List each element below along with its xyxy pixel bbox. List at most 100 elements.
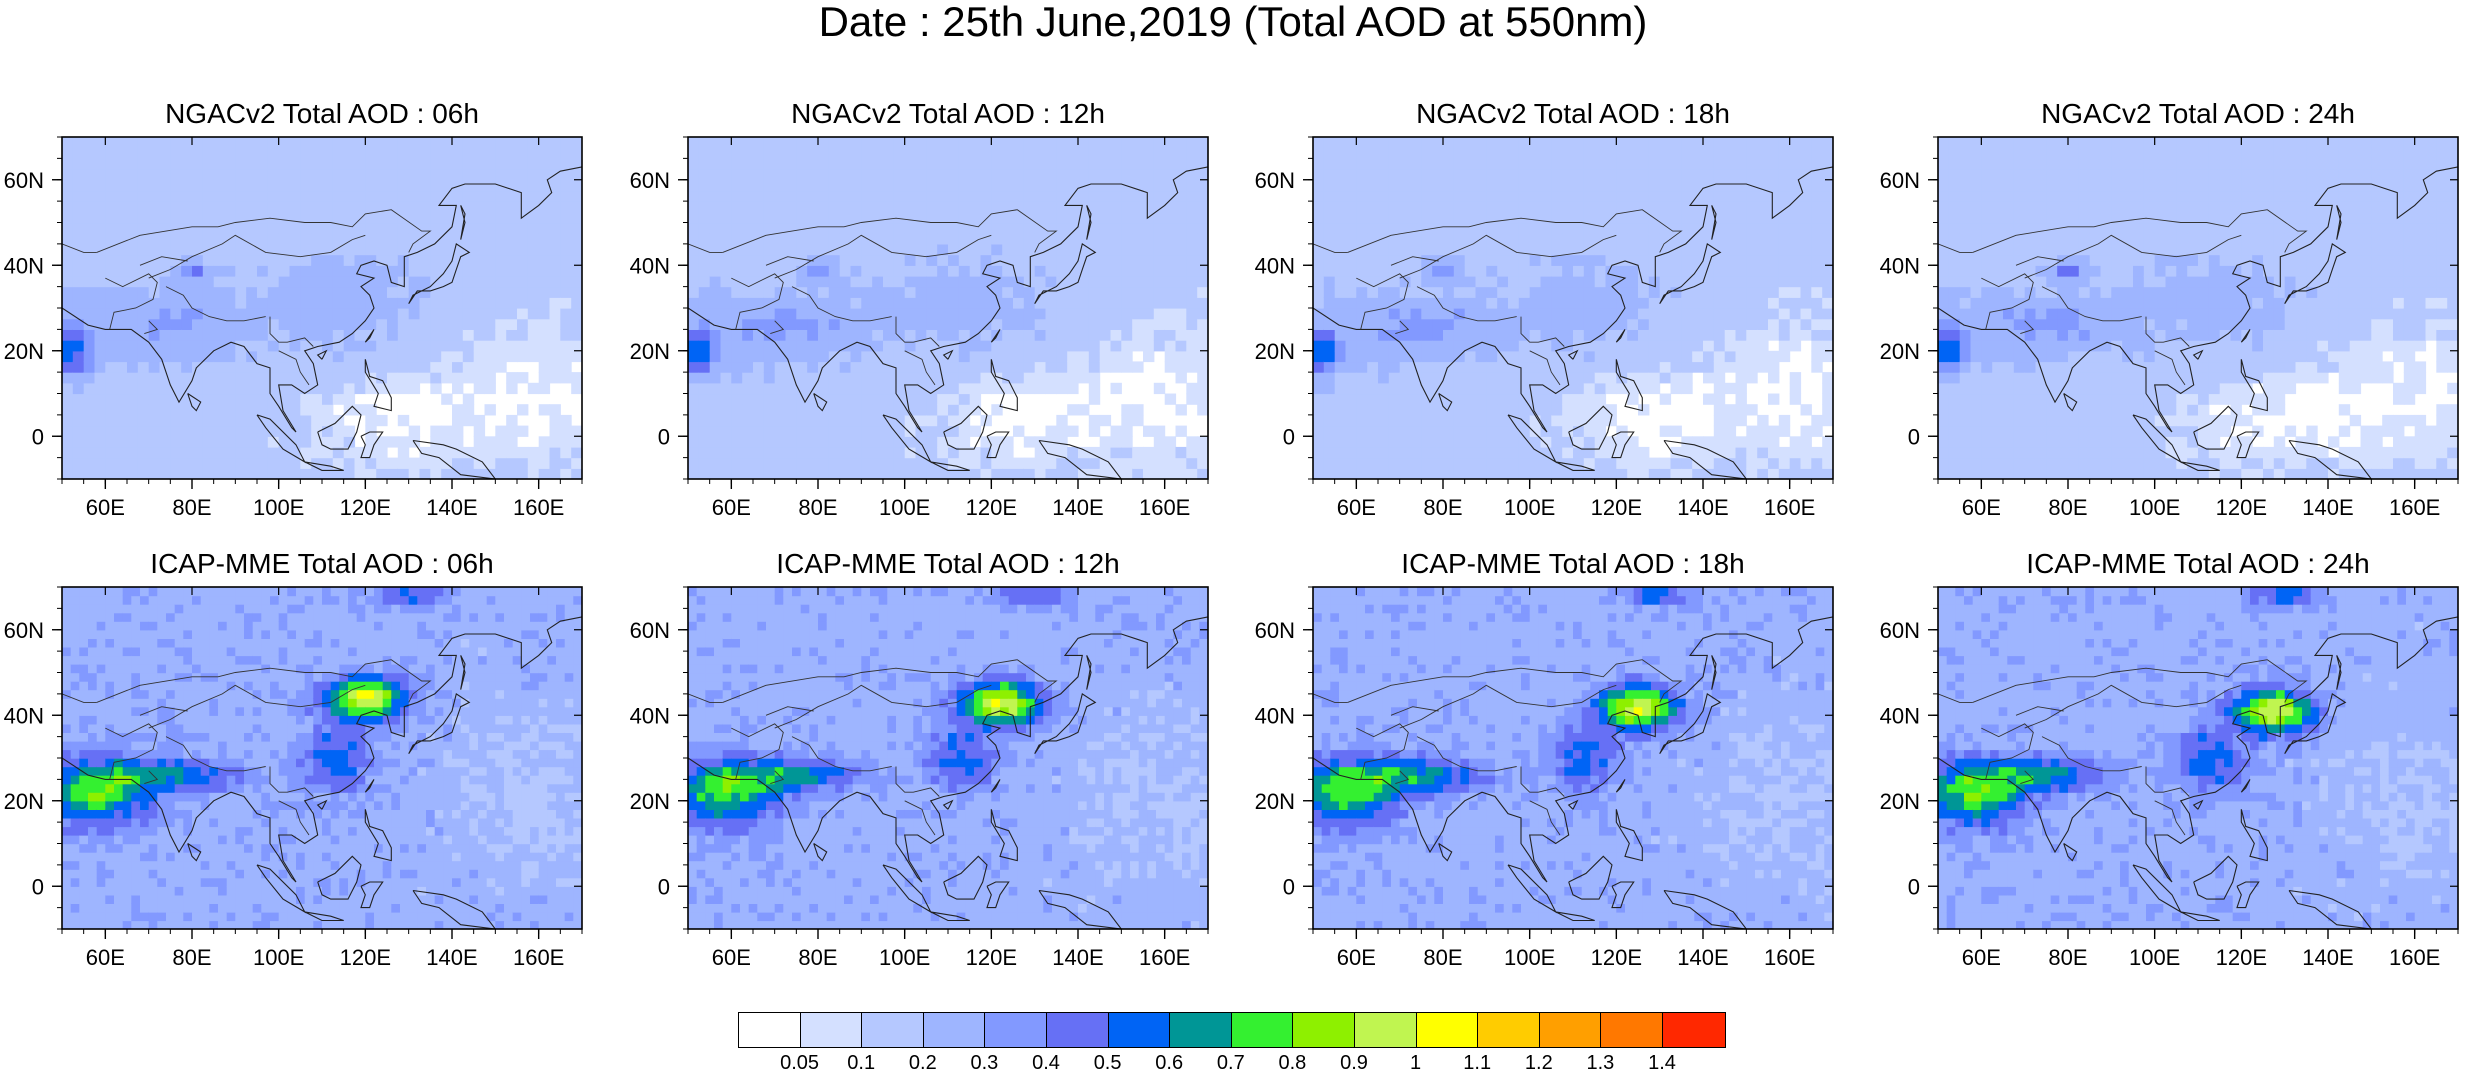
- aod-cell: [1143, 148, 1154, 159]
- aod-cell: [1768, 372, 1779, 383]
- aod-cell: [1790, 265, 1801, 276]
- aod-cell: [1801, 201, 1812, 212]
- aod-cell: [95, 169, 106, 180]
- aod-cell: [1519, 308, 1530, 319]
- aod-cell: [246, 158, 257, 169]
- aod-cell: [786, 436, 797, 447]
- aod-cell: [1822, 255, 1833, 266]
- aod-cell: [1519, 148, 1530, 159]
- aod-cell: [1176, 319, 1187, 330]
- aod-cell: [1132, 308, 1143, 319]
- aod-cell: [1465, 158, 1476, 169]
- aod-cell: [528, 265, 539, 276]
- aod-cell: [699, 329, 710, 340]
- aod-cell: [398, 223, 409, 234]
- aod-cell: [344, 394, 355, 405]
- aod-cell: [1443, 287, 1454, 298]
- aod-cell: [710, 426, 721, 437]
- aod-cell: [485, 329, 496, 340]
- aod-cell: [937, 223, 948, 234]
- aod-cell: [2025, 383, 2036, 394]
- aod-cell: [1714, 265, 1725, 276]
- aod-cell: [1790, 287, 1801, 298]
- aod-cell: [1367, 351, 1378, 362]
- aod-cell: [2003, 287, 2014, 298]
- aod-cell: [452, 329, 463, 340]
- aod-cell: [138, 287, 149, 298]
- aod-cell: [84, 426, 95, 437]
- aod-cell: [775, 244, 786, 255]
- aod-cell: [517, 447, 528, 458]
- aod-cell: [1443, 447, 1454, 458]
- aod-cell: [991, 436, 1002, 447]
- aod-cell: [1627, 319, 1638, 330]
- aod-cell: [905, 265, 916, 276]
- aod-cell: [1508, 201, 1519, 212]
- aod-cell: [1681, 223, 1692, 234]
- aod-cell: [764, 458, 775, 469]
- aod-cell: [1356, 468, 1367, 479]
- aod-cell: [203, 297, 214, 308]
- aod-cell: [699, 383, 710, 394]
- aod-cell: [1779, 137, 1790, 148]
- aod-cell: [948, 276, 959, 287]
- aod-cell: [1186, 319, 1197, 330]
- aod-cell: [192, 158, 203, 169]
- aod-cell: [1971, 297, 1982, 308]
- aod-cell: [775, 458, 786, 469]
- aod-cell: [1530, 180, 1541, 191]
- aod-cell: [2046, 361, 2057, 372]
- aod-cell: [1324, 383, 1335, 394]
- aod-cell: [1541, 308, 1552, 319]
- aod-cell: [105, 394, 116, 405]
- aod-cell: [1367, 148, 1378, 159]
- aod-cell: [916, 180, 927, 191]
- aod-cell: [1779, 447, 1790, 458]
- aod-cell: [1562, 255, 1573, 266]
- aod-cell: [235, 404, 246, 415]
- aod-cell: [170, 458, 181, 469]
- aod-cell: [699, 276, 710, 287]
- aod-cell: [2025, 361, 2036, 372]
- aod-cell: [1313, 158, 1324, 169]
- aod-cell: [300, 468, 311, 479]
- aod-cell: [116, 297, 127, 308]
- aod-cell: [2003, 458, 2014, 469]
- aod-cell: [95, 158, 106, 169]
- aod-cell: [387, 255, 398, 266]
- aod-cell: [1046, 287, 1057, 298]
- aod-cell: [365, 265, 376, 276]
- aod-cell: [1486, 190, 1497, 201]
- aod-cell: [1400, 201, 1411, 212]
- aod-cell: [441, 426, 452, 437]
- aod-cell: [1562, 137, 1573, 148]
- aod-cell: [1421, 297, 1432, 308]
- aod-cell: [1725, 340, 1736, 351]
- aod-cell: [1165, 319, 1176, 330]
- aod-cell: [257, 190, 268, 201]
- aod-cell: [1992, 169, 2003, 180]
- aod-cell: [699, 255, 710, 266]
- aod-cell: [1736, 287, 1747, 298]
- aod-cell: [1465, 415, 1476, 426]
- aod-cell: [268, 148, 279, 159]
- aod-cell: [1938, 372, 1949, 383]
- aod-cell: [495, 308, 506, 319]
- aod-cell: [2003, 447, 2014, 458]
- aod-cell: [1714, 372, 1725, 383]
- aod-cell: [710, 265, 721, 276]
- aod-cell: [300, 158, 311, 169]
- aod-cell: [1638, 180, 1649, 191]
- aod-cell: [1421, 468, 1432, 479]
- aod-cell: [1573, 383, 1584, 394]
- aod-cell: [1681, 148, 1692, 159]
- aod-cell: [1121, 447, 1132, 458]
- aod-cell: [1768, 308, 1779, 319]
- aod-cell: [1822, 319, 1833, 330]
- aod-cell: [1960, 212, 1971, 223]
- aod-cell: [1627, 180, 1638, 191]
- aod-cell: [138, 212, 149, 223]
- aod-cell: [1736, 158, 1747, 169]
- aod-cell: [1465, 212, 1476, 223]
- aod-cell: [214, 383, 225, 394]
